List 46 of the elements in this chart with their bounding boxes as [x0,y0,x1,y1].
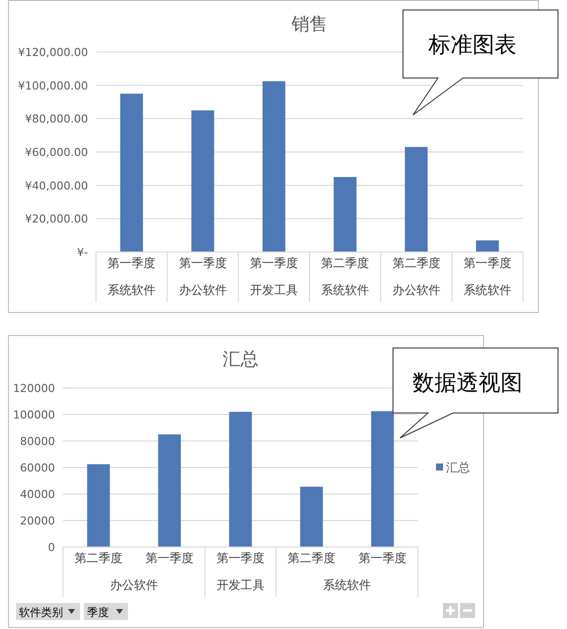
y-tick-label: ¥- [77,246,88,259]
x-tick-label: 第二季度系统软件 [321,256,370,297]
x-tick-label: 第二季度 [288,551,336,565]
x-tick-label: 第一季度系统软件 [108,256,156,297]
x-tick-label: 第一季度 [216,551,264,565]
y-tick-label: ¥120,000.00 [18,46,88,59]
x-tick-label: 第一季度 [358,551,406,565]
bar [229,412,252,547]
bar [262,81,286,252]
bar [476,240,499,252]
x-tick-label: 第二季度办公软件 [392,256,440,297]
chart-title: 汇总 [222,349,258,370]
annotation: 标准图表 [428,33,516,58]
y-tick-label: ¥40,000.00 [25,179,88,192]
bar [158,434,181,547]
bar [120,94,143,252]
text: 办公软件 [110,578,158,592]
y-tick-label: 100000 [13,408,55,422]
y-tick-label: 80000 [20,435,55,448]
legend-label: 汇总 [446,460,470,474]
y-tick-label: 20000 [20,514,55,528]
bar [191,110,214,252]
y-tick-label: 40000 [20,488,55,501]
y-tick-label: 60000 [20,462,55,474]
y-tick-label: 120000 [13,382,55,395]
text: 季度 [87,606,109,619]
x-tick-label: 第一季度开发工具 [250,256,298,297]
bar [87,464,110,547]
x-tick-label: 第一季度系统软件 [463,256,512,297]
bar [404,147,428,252]
y-tick-label: ¥60,000.00 [25,146,88,159]
text: 系统软件 [323,578,371,592]
x-tick-label: 第一季度办公软件 [178,256,227,297]
chart-title: 销售 [290,14,328,35]
annotation: 数据透视图 [412,371,522,396]
bar [300,486,323,547]
bar [371,411,394,547]
text: 开发工具 [216,578,264,592]
y-tick-label: 0 [48,541,55,554]
text: 软件类别 [19,606,63,619]
y-tick-label: ¥20,000.00 [25,212,88,226]
x-tick-label: 第二季度 [74,551,122,565]
bar [334,177,356,252]
x-tick-label: 第一季度 [146,551,194,565]
y-tick-label: ¥80,000.00 [25,112,88,126]
y-tick-label: ¥100,000.00 [18,79,88,92]
